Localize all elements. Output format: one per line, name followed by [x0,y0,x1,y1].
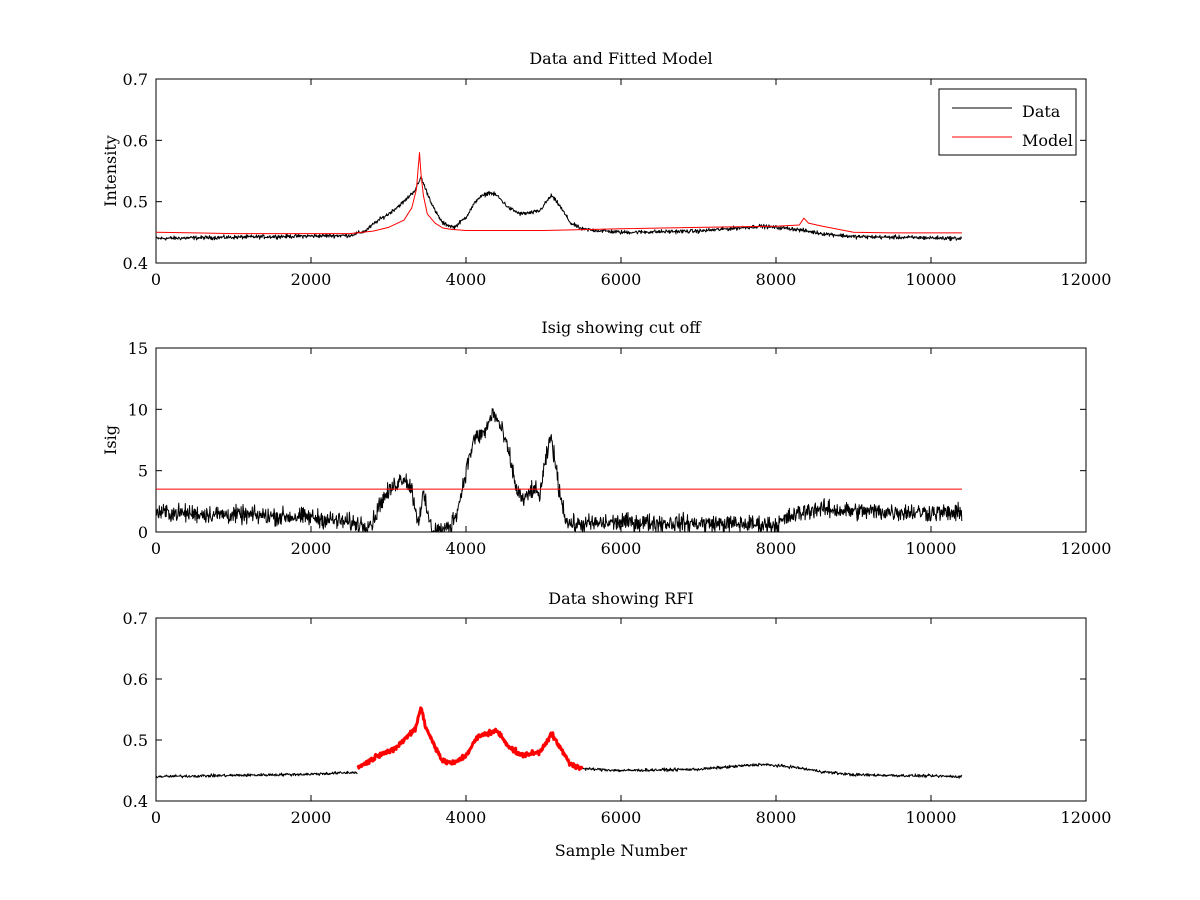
x-tick-label: 0 [151,270,161,289]
chart-title: Isig showing cut off [541,318,702,337]
series-line-0 [155,408,963,533]
y-tick-label: 0 [138,523,148,542]
x-tick-label: 6000 [601,539,642,558]
axes-frame [155,617,1087,802]
x-tick-label: 4000 [446,808,487,827]
series-line-data [155,176,963,242]
axes-frame [155,347,1087,533]
y-tick-label: 0.5 [123,731,148,750]
y-tick-label: 0.6 [123,670,148,689]
x-tick-label: 6000 [601,270,642,289]
chart-title: Data and Fitted Model [529,49,712,68]
panel-data-and-fitted-model: Data and Fitted Model Intensity 0 2000 400… [101,49,1111,289]
y-tick-label: 0.4 [123,254,148,273]
series-line-model [155,152,962,235]
x-tick-label: 10000 [906,270,957,289]
y-tick-label: 15 [128,339,148,358]
x-tick-label: 2000 [291,539,332,558]
y-tick-label: 0.5 [123,193,148,212]
y-tick-label: 0.4 [123,792,148,811]
series-layer [155,408,963,533]
x-tick-label: 10000 [906,808,957,827]
x-tick-label: 0 [151,539,161,558]
x-tick-label: 2000 [291,270,332,289]
x-tick-label: 12000 [1061,270,1112,289]
y-tick-label: 0.6 [123,131,148,150]
legend-label-model: Model [1022,131,1073,150]
x-tick-label: 12000 [1061,808,1112,827]
x-tick-label: 8000 [756,270,797,289]
legend-label-data: Data [1022,102,1061,121]
y-tick-label: 5 [138,462,148,481]
series-line-0 [155,762,963,779]
x-tick-label: 6000 [601,808,642,827]
panel-isig-showing-cut-off: Isig showing cut off Isig 0 2000 4000 6000 8… [101,318,1111,558]
x-axis-label: Sample Number [555,841,688,860]
x-tick-label: 8000 [756,539,797,558]
x-tick-label: 8000 [756,808,797,827]
tick-layer: 0 2000 4000 6000 8000 10000 12000 0.4 0.5 0.6 0.7 [123,609,1112,827]
chart-title: Data showing RFI [548,589,693,608]
x-tick-label: 4000 [446,270,487,289]
series-layer [155,152,963,242]
panel-data-showing-rfi: Data showing RFI 0 2000 4000 6000 8000 10000 1… [123,589,1112,860]
tick-layer: 0 2000 4000 6000 8000 10000 12000 0 5 10 15 [128,339,1112,558]
series-layer [155,706,963,779]
x-tick-label: 4000 [446,539,487,558]
tick-layer: 0 2000 4000 6000 8000 10000 12000 0.4 0.5 0.6 0.7 [123,70,1112,289]
series-line-1 [356,706,584,771]
y-tick-label: 0.7 [123,609,148,628]
legend-box [938,88,1077,156]
x-tick-label: 12000 [1061,539,1112,558]
x-tick-label: 10000 [906,539,957,558]
x-tick-label: 0 [151,808,161,827]
y-axis-label: Intensity [101,135,120,207]
x-tick-label: 2000 [291,808,332,827]
y-tick-label: 10 [128,400,148,419]
y-axis-label: Isig [101,425,120,455]
legend: Data Model [938,88,1077,156]
y-tick-label: 0.7 [123,70,148,89]
